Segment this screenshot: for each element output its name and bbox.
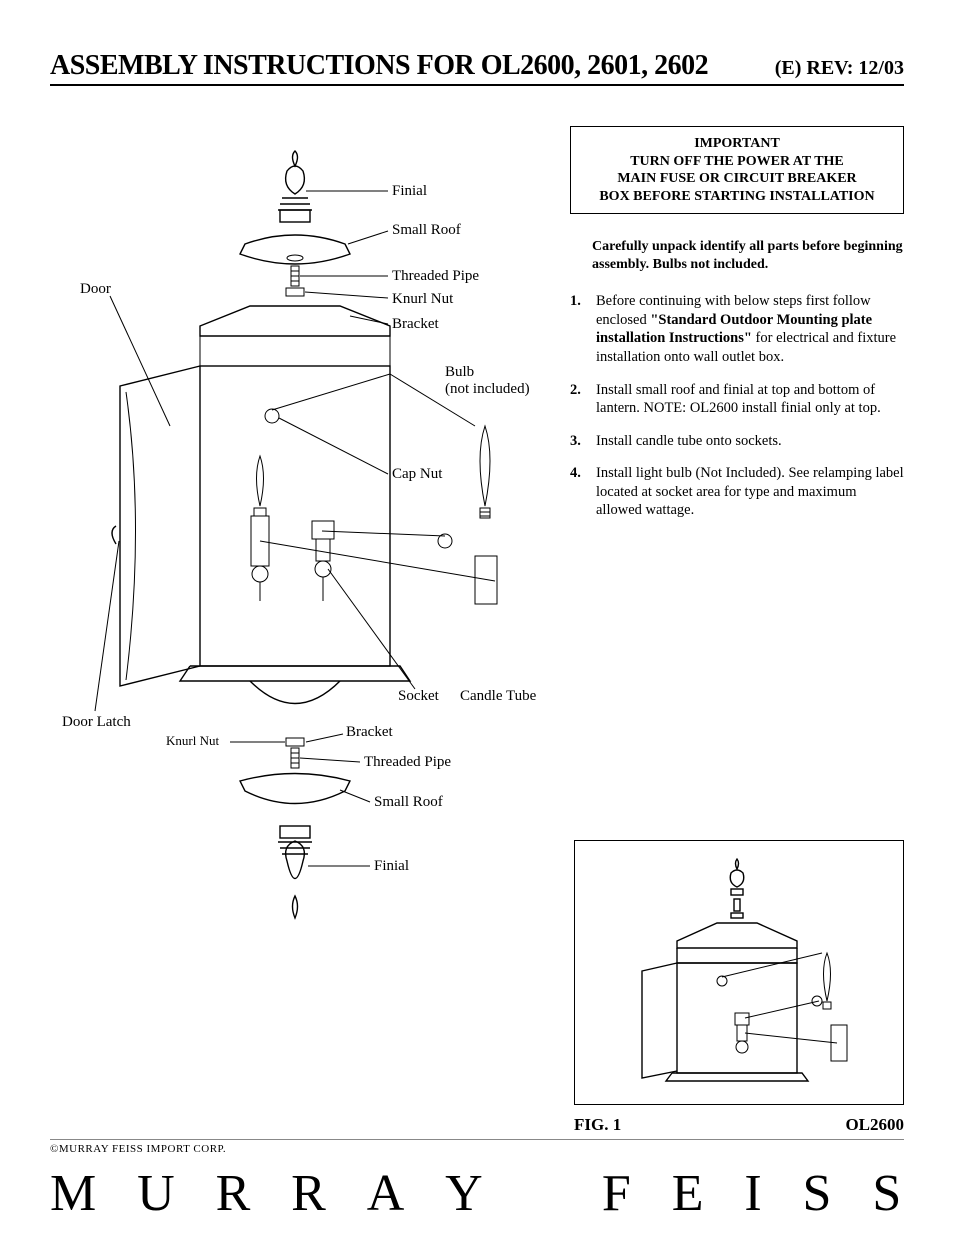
step-1-body: Before continuing with below steps first…: [596, 292, 904, 366]
brand-letter: E: [672, 1164, 706, 1223]
label-bracket-top: Bracket: [392, 316, 439, 333]
step-2-body: Install small roof and finial at top and…: [596, 381, 904, 418]
step-2: 2. Install small roof and finial at top …: [570, 381, 904, 418]
warning-line2: MAIN FUSE OR CIRCUIT BREAKER: [585, 170, 889, 188]
brand-letter: S: [872, 1164, 904, 1223]
lantern-exploded-svg: [50, 126, 540, 956]
brand-letter: A: [367, 1164, 407, 1223]
figure-1-labels: FIG. 1 OL2600: [574, 1115, 904, 1135]
content-area: Finial Small Roof Threaded Pipe Knurl Nu…: [50, 126, 904, 956]
label-bulb-text: Bulb: [445, 364, 474, 380]
label-cap-nut: Cap Nut: [392, 466, 442, 483]
label-knurl-nut-bot: Knurl Nut: [166, 734, 219, 749]
step-4: 4. Install light bulb (Not Included). Se…: [570, 464, 904, 520]
warning-box: IMPORTANT TURN OFF THE POWER AT THE MAIN…: [570, 126, 904, 214]
label-candle-tube: Candle Tube: [460, 688, 536, 705]
label-bulb: Bulb (not included): [445, 364, 530, 399]
main-diagram: Finial Small Roof Threaded Pipe Knurl Nu…: [50, 126, 540, 956]
brand-letter: F: [602, 1164, 634, 1223]
unpack-note: Carefully unpack identify all parts befo…: [592, 238, 904, 274]
copyright: ©MURRAY FEISS IMPORT CORP.: [50, 1139, 904, 1155]
step-4-body: Install light bulb (Not Included). See r…: [596, 464, 904, 520]
brand-letter: U: [137, 1164, 177, 1223]
brand-footer: M U R R A Y F E I S S: [50, 1164, 904, 1223]
label-door: Door: [80, 281, 111, 298]
label-finial-bot: Finial: [374, 858, 409, 875]
label-threaded-pipe-top: Threaded Pipe: [392, 268, 479, 285]
step-3-num: 3.: [570, 432, 586, 451]
figure-1-model: OL2600: [845, 1115, 904, 1135]
warning-line1: TURN OFF THE POWER AT THE: [585, 153, 889, 171]
label-bulb-note: (not included): [445, 381, 530, 397]
brand-letter: R: [216, 1164, 253, 1223]
step-1-num: 1.: [570, 292, 586, 366]
label-small-roof-top: Small Roof: [392, 222, 461, 239]
step-2-num: 2.: [570, 381, 586, 418]
brand-letter: R: [291, 1164, 328, 1223]
instructions-column: IMPORTANT TURN OFF THE POWER AT THE MAIN…: [570, 126, 904, 956]
label-bracket-bot: Bracket: [346, 724, 393, 741]
brand-letter: Y: [445, 1164, 485, 1223]
step-4-num: 4.: [570, 464, 586, 520]
figure-1-label: FIG. 1: [574, 1115, 621, 1135]
brand-letter: M: [50, 1164, 99, 1223]
label-threaded-pipe-bot: Threaded Pipe: [364, 754, 451, 771]
figure-1: FIG. 1 OL2600: [574, 840, 904, 1140]
step-3-body: Install candle tube onto sockets.: [596, 432, 904, 451]
brand-gap: [524, 1164, 564, 1223]
warning-line3: BOX BEFORE STARTING INSTALLATION: [585, 188, 889, 206]
label-small-roof-bot: Small Roof: [374, 794, 443, 811]
revision-label: (E) REV: 12/03: [775, 57, 904, 80]
label-socket: Socket: [398, 688, 439, 705]
warning-title: IMPORTANT: [585, 135, 889, 153]
step-1: 1. Before continuing with below steps fi…: [570, 292, 904, 366]
brand-letter: I: [744, 1164, 764, 1223]
label-knurl-nut-top: Knurl Nut: [392, 291, 453, 308]
step-3: 3. Install candle tube onto sockets.: [570, 432, 904, 451]
brand-letter: S: [803, 1164, 835, 1223]
figure-1-svg: [587, 853, 887, 1093]
figure-1-box: [574, 840, 904, 1105]
header: ASSEMBLY INSTRUCTIONS FOR OL2600, 2601, …: [50, 50, 904, 86]
label-finial-top: Finial: [392, 183, 427, 200]
page-title: ASSEMBLY INSTRUCTIONS FOR OL2600, 2601, …: [50, 50, 708, 82]
label-door-latch: Door Latch: [62, 714, 131, 731]
